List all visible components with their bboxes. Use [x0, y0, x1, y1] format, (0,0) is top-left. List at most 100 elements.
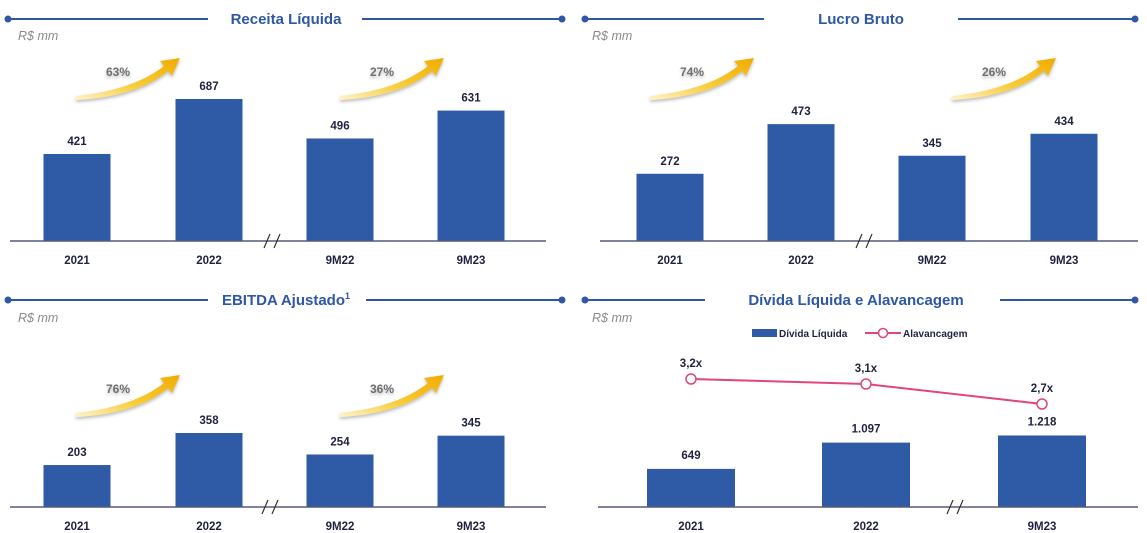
bar-value-label: 254	[330, 436, 350, 448]
category-label: 9M22	[918, 255, 947, 267]
arrow-shape	[650, 58, 754, 100]
bar-value-label: 631	[461, 93, 481, 105]
growth-arrow-icon: 26%	[952, 58, 1056, 100]
axis-break-mark	[956, 499, 964, 515]
bar-value-label: 1.218	[1028, 417, 1057, 429]
bar-value-label: 203	[67, 447, 86, 459]
header-dot-right	[558, 296, 566, 304]
leverage-point	[685, 373, 697, 385]
growth-arrow-icon: 63%	[76, 58, 180, 100]
category-label: 9M23	[1028, 521, 1057, 533]
chart-title: Dívida Líquida e Alavancagem	[748, 292, 963, 309]
growth-arrow-icon: 36%	[340, 375, 444, 417]
leverage-point	[860, 378, 872, 390]
category-label: 2022	[788, 255, 814, 267]
bar	[998, 435, 1086, 507]
bar	[767, 124, 835, 241]
growth-arrow-icon: 27%	[340, 58, 444, 100]
category-label: 9M23	[457, 255, 486, 267]
bar-value-label: 345	[461, 418, 481, 430]
leverage-label: 3,2x	[680, 358, 703, 370]
growth-arrow-icon: 76%	[76, 375, 180, 417]
legend-swatch-bar	[752, 329, 777, 337]
arrow-shape	[76, 375, 180, 417]
chart-panel-1: Lucro Bruto R$ mm 272 2021 473 2022 345 9M22 434…	[581, 11, 1139, 267]
category-label: 2021	[678, 521, 704, 533]
category-label: 2022	[196, 521, 222, 533]
chart-panel-0: Receita Líquida R$ mm 421 2021 687 2022 496 9M2…	[4, 11, 566, 267]
chart-panel-3: Dívida Líquida e Alavancagem R$ mm Dívida …	[581, 292, 1139, 533]
category-label: 2021	[64, 521, 90, 533]
axis-break-mark	[271, 499, 279, 515]
growth-label: 63%	[106, 65, 130, 79]
chart-panel-2: EBITDA Ajustado1 R$ mm 203 2021 358 2022 254 9M…	[4, 291, 566, 533]
bar-value-label: 345	[922, 138, 942, 150]
axis-break-mark	[273, 233, 281, 249]
bar	[437, 435, 505, 507]
growth-label: 27%	[370, 65, 394, 79]
category-label: 9M23	[457, 521, 486, 533]
category-label: 2021	[64, 255, 90, 267]
bar	[1030, 133, 1098, 241]
bar-value-label: 421	[67, 136, 87, 148]
unit-label: R$ mm	[592, 29, 632, 43]
leverage-label: 3,1x	[855, 363, 878, 375]
chart-title: EBITDA Ajustado1	[222, 291, 350, 309]
axis-break-mark	[855, 233, 863, 249]
category-label: 9M22	[326, 255, 355, 267]
bar	[43, 153, 111, 241]
legend-marker	[877, 327, 889, 339]
category-label: 2021	[657, 255, 683, 267]
chart-title-text: EBITDA Ajustado	[222, 292, 345, 309]
arrow-shape	[76, 58, 180, 100]
unit-label: R$ mm	[18, 29, 58, 43]
bar-value-label: 434	[1054, 116, 1074, 128]
chart-title: Receita Líquida	[231, 11, 343, 28]
axis-break-mark	[946, 499, 954, 515]
chart-title-text: Dívida Líquida e Alavancagem	[748, 292, 963, 309]
legend-label: Alavancagem	[903, 329, 968, 340]
bar	[175, 98, 243, 241]
category-label: 2022	[853, 521, 879, 533]
bar	[175, 433, 243, 507]
chart-title: Lucro Bruto	[818, 11, 904, 28]
header-dot-right	[1131, 296, 1139, 304]
leverage-label: 2,7x	[1031, 383, 1054, 395]
bar	[437, 110, 505, 242]
bar-value-label: 649	[681, 450, 700, 462]
axis-break-mark	[865, 233, 873, 249]
chart-title-superscript: 1	[345, 291, 350, 301]
header-dot-right	[1131, 15, 1139, 23]
bar	[822, 442, 910, 507]
category-label: 2022	[196, 255, 222, 267]
bar	[647, 468, 735, 507]
growth-label: 26%	[982, 65, 1006, 79]
bar-value-label: 687	[199, 81, 218, 93]
bar	[898, 155, 966, 241]
unit-label: R$ mm	[18, 311, 58, 325]
growth-label: 36%	[370, 382, 394, 396]
leverage-point	[1036, 398, 1048, 410]
category-label: 9M22	[326, 521, 355, 533]
bar	[306, 454, 374, 507]
bar	[306, 138, 374, 241]
bar-value-label: 272	[660, 156, 679, 168]
bar	[636, 173, 704, 241]
arrow-shape	[952, 58, 1056, 100]
bar-value-label: 1.097	[852, 424, 881, 436]
category-label: 9M23	[1050, 255, 1079, 267]
unit-label: R$ mm	[592, 311, 632, 325]
axis-break-mark	[263, 233, 271, 249]
header-dot-right	[558, 15, 566, 23]
bar	[43, 465, 111, 507]
growth-arrow-icon: 74%	[650, 58, 754, 100]
arrow-shape	[340, 375, 444, 417]
bar-value-label: 496	[330, 120, 349, 132]
chart-title-text: Receita Líquida	[231, 11, 343, 28]
growth-label: 74%	[680, 65, 704, 79]
legend-label: Dívida Líquida	[779, 329, 848, 340]
growth-label: 76%	[106, 382, 130, 396]
bar-value-label: 358	[199, 415, 219, 427]
chart-title-text: Lucro Bruto	[818, 11, 904, 28]
